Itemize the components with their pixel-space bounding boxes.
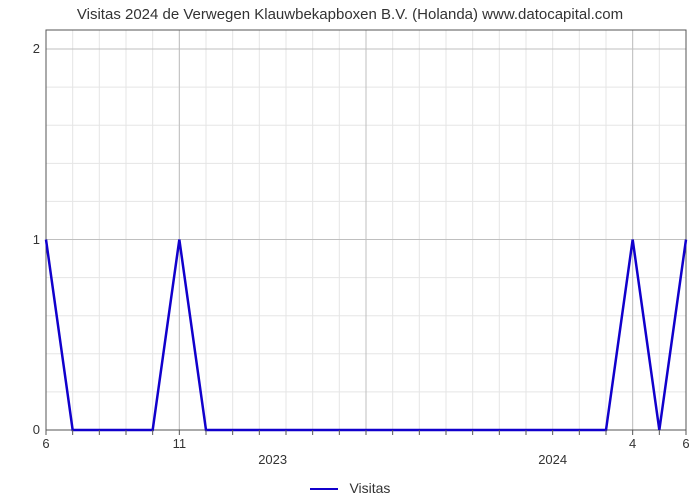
line-chart	[46, 30, 686, 438]
x-tick-label: 6	[671, 436, 700, 451]
x-tick-label: 6	[31, 436, 61, 451]
x-tick-label: 4	[618, 436, 648, 451]
x-year-label: 2024	[523, 452, 583, 467]
x-year-label: 2023	[243, 452, 303, 467]
chart-title: Visitas 2024 de Verwegen Klauwbekapboxen…	[0, 6, 700, 23]
y-tick-label: 2	[10, 41, 40, 56]
y-tick-label: 1	[10, 232, 40, 247]
legend-label: Visitas	[349, 480, 390, 496]
y-tick-label: 0	[10, 422, 40, 437]
legend-key	[310, 488, 338, 490]
legend: Visitas	[0, 480, 700, 496]
x-tick-label: 11	[164, 436, 194, 451]
